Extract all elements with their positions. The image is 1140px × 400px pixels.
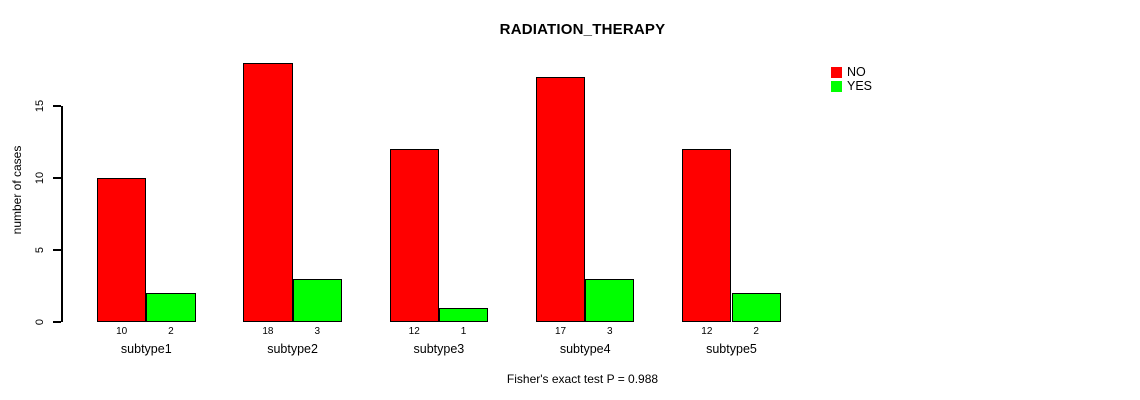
value-label-subtype3-yes: 1 [460, 326, 467, 337]
legend-label-no: NO [847, 65, 866, 79]
legend: NO YES [831, 65, 872, 93]
y-tick-10 [53, 177, 61, 179]
category-label-subtype4: subtype4 [559, 342, 611, 356]
y-axis-line [61, 106, 63, 322]
legend-swatch-no [831, 66, 842, 78]
value-label-subtype4-no: 17 [554, 326, 567, 337]
bar-subtype5-no [682, 149, 732, 322]
legend-label-yes: YES [847, 79, 873, 93]
y-tick-label-15: 15 [34, 99, 46, 113]
value-label-subtype3-no: 12 [408, 326, 420, 337]
value-label-subtype1-no: 10 [116, 326, 128, 337]
legend-swatch-yes [831, 80, 842, 92]
value-label-subtype5-no: 12 [701, 326, 713, 337]
value-label-subtype1-yes: 2 [168, 326, 174, 337]
category-label-subtype5: subtype5 [706, 342, 757, 356]
category-label-subtype3: subtype3 [413, 342, 465, 356]
bar-subtype4-yes [585, 278, 635, 322]
value-label-subtype5-yes: 2 [753, 326, 759, 337]
legend-item-yes: YES [831, 79, 872, 93]
y-tick-label-5: 5 [34, 246, 46, 254]
bar-subtype3-yes [438, 307, 489, 322]
bar-subtype1-no [97, 178, 147, 322]
y-tick-15 [53, 105, 61, 107]
y-tick-label-0: 0 [34, 318, 46, 326]
chart-title: RADIATION_THERAPY [499, 21, 666, 38]
bar-subtype5-yes [731, 293, 781, 322]
value-label-subtype2-no: 18 [262, 326, 274, 337]
bar-subtype4-no [535, 77, 586, 322]
bar-subtype2-no [243, 62, 293, 322]
y-tick-0 [53, 321, 61, 323]
legend-item-no: NO [831, 65, 872, 79]
bar-subtype3-no [389, 149, 439, 322]
fisher-test-caption: Fisher's exact test P = 0.988 [506, 372, 659, 386]
value-label-subtype4-yes: 3 [607, 326, 613, 337]
value-label-subtype2-yes: 3 [314, 326, 321, 337]
bar-subtype2-yes [292, 278, 342, 322]
bar-subtype1-yes [146, 293, 196, 322]
category-label-subtype2: subtype2 [267, 342, 318, 356]
y-tick-label-10: 10 [34, 171, 46, 185]
y-tick-5 [53, 249, 61, 251]
category-label-subtype1: subtype1 [120, 342, 172, 356]
